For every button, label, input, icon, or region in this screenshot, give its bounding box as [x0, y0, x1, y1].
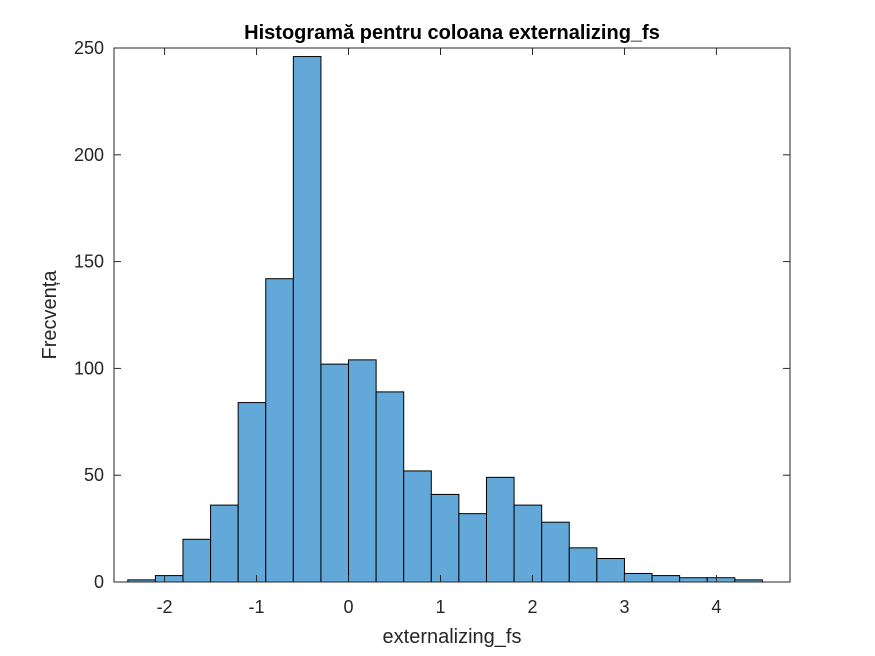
- axes-box: [113, 47, 791, 583]
- y-tick-label: 100: [74, 358, 104, 378]
- y-ticks-group: 0 50 100 150 200 250: [74, 38, 790, 592]
- histogram-bar: [182, 538, 212, 583]
- x-tick-label: -2: [157, 597, 173, 617]
- histogram-bar: [403, 470, 432, 583]
- x-ticks-group: -2 -1 0 1 2 3 4: [157, 48, 721, 617]
- y-tick-label: 250: [74, 38, 104, 58]
- histogram-bar: [237, 402, 267, 583]
- histogram-bar: [292, 56, 322, 583]
- histogram-bar: [706, 577, 736, 583]
- histogram-bar: [458, 513, 487, 583]
- y-tick-label: 150: [74, 252, 104, 272]
- histogram-bar: [541, 521, 570, 583]
- histogram-bar: [513, 504, 543, 583]
- histogram-bar: [596, 558, 625, 583]
- y-axis-label: Frecvența: [39, 270, 61, 360]
- histogram-bar: [265, 278, 294, 583]
- histogram-bar: [154, 575, 184, 583]
- x-tick-label: 1: [435, 597, 445, 617]
- histogram-bar: [320, 363, 350, 583]
- histogram-bar: [375, 391, 405, 583]
- y-tick-label: 0: [94, 572, 104, 592]
- bars-group: [127, 56, 763, 583]
- histogram-bar: [485, 476, 515, 583]
- x-tick-label: 0: [344, 597, 354, 617]
- histogram-bar: [348, 359, 377, 583]
- histogram-bar: [210, 504, 239, 583]
- histogram-bar: [623, 572, 653, 583]
- y-tick-label: 200: [74, 145, 104, 165]
- histogram-bar: [651, 575, 681, 583]
- x-tick-label: 4: [711, 597, 721, 617]
- chart-title: Histogramă pentru coloana externalizing_…: [244, 22, 660, 44]
- histogram-bar: [568, 547, 598, 583]
- x-tick-label: 3: [619, 597, 629, 617]
- x-tick-label: -1: [249, 597, 265, 617]
- y-tick-label: 50: [84, 465, 104, 485]
- x-axis-label: externalizing_fs: [383, 626, 522, 648]
- histogram-bar: [430, 493, 460, 583]
- x-tick-label: 2: [527, 597, 537, 617]
- histogram-bar: [679, 577, 708, 583]
